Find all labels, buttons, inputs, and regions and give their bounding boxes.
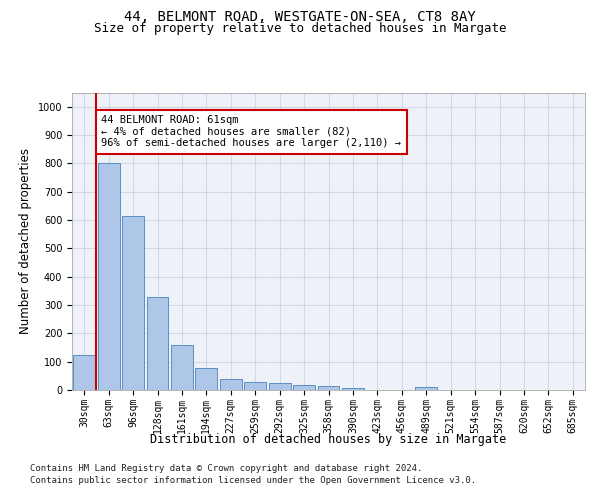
Bar	[317, 386, 340, 390]
Bar	[293, 385, 315, 390]
Bar	[196, 368, 217, 390]
Bar	[73, 354, 95, 390]
Bar	[269, 384, 290, 390]
Text: Distribution of detached houses by size in Margate: Distribution of detached houses by size …	[150, 432, 506, 446]
Y-axis label: Number of detached properties: Number of detached properties	[19, 148, 32, 334]
Text: 44 BELMONT ROAD: 61sqm
← 4% of detached houses are smaller (82)
96% of semi-deta: 44 BELMONT ROAD: 61sqm ← 4% of detached …	[101, 115, 401, 148]
Text: Size of property relative to detached houses in Margate: Size of property relative to detached ho…	[94, 22, 506, 35]
Text: Contains HM Land Registry data © Crown copyright and database right 2024.: Contains HM Land Registry data © Crown c…	[30, 464, 422, 473]
Bar	[244, 382, 266, 390]
Bar	[146, 297, 169, 390]
Text: 44, BELMONT ROAD, WESTGATE-ON-SEA, CT8 8AY: 44, BELMONT ROAD, WESTGATE-ON-SEA, CT8 8…	[124, 10, 476, 24]
Bar	[98, 164, 119, 390]
Bar	[220, 378, 242, 390]
Bar	[171, 344, 193, 390]
Bar	[415, 387, 437, 390]
Text: Contains public sector information licensed under the Open Government Licence v3: Contains public sector information licen…	[30, 476, 476, 485]
Bar	[342, 388, 364, 390]
Bar	[122, 216, 144, 390]
